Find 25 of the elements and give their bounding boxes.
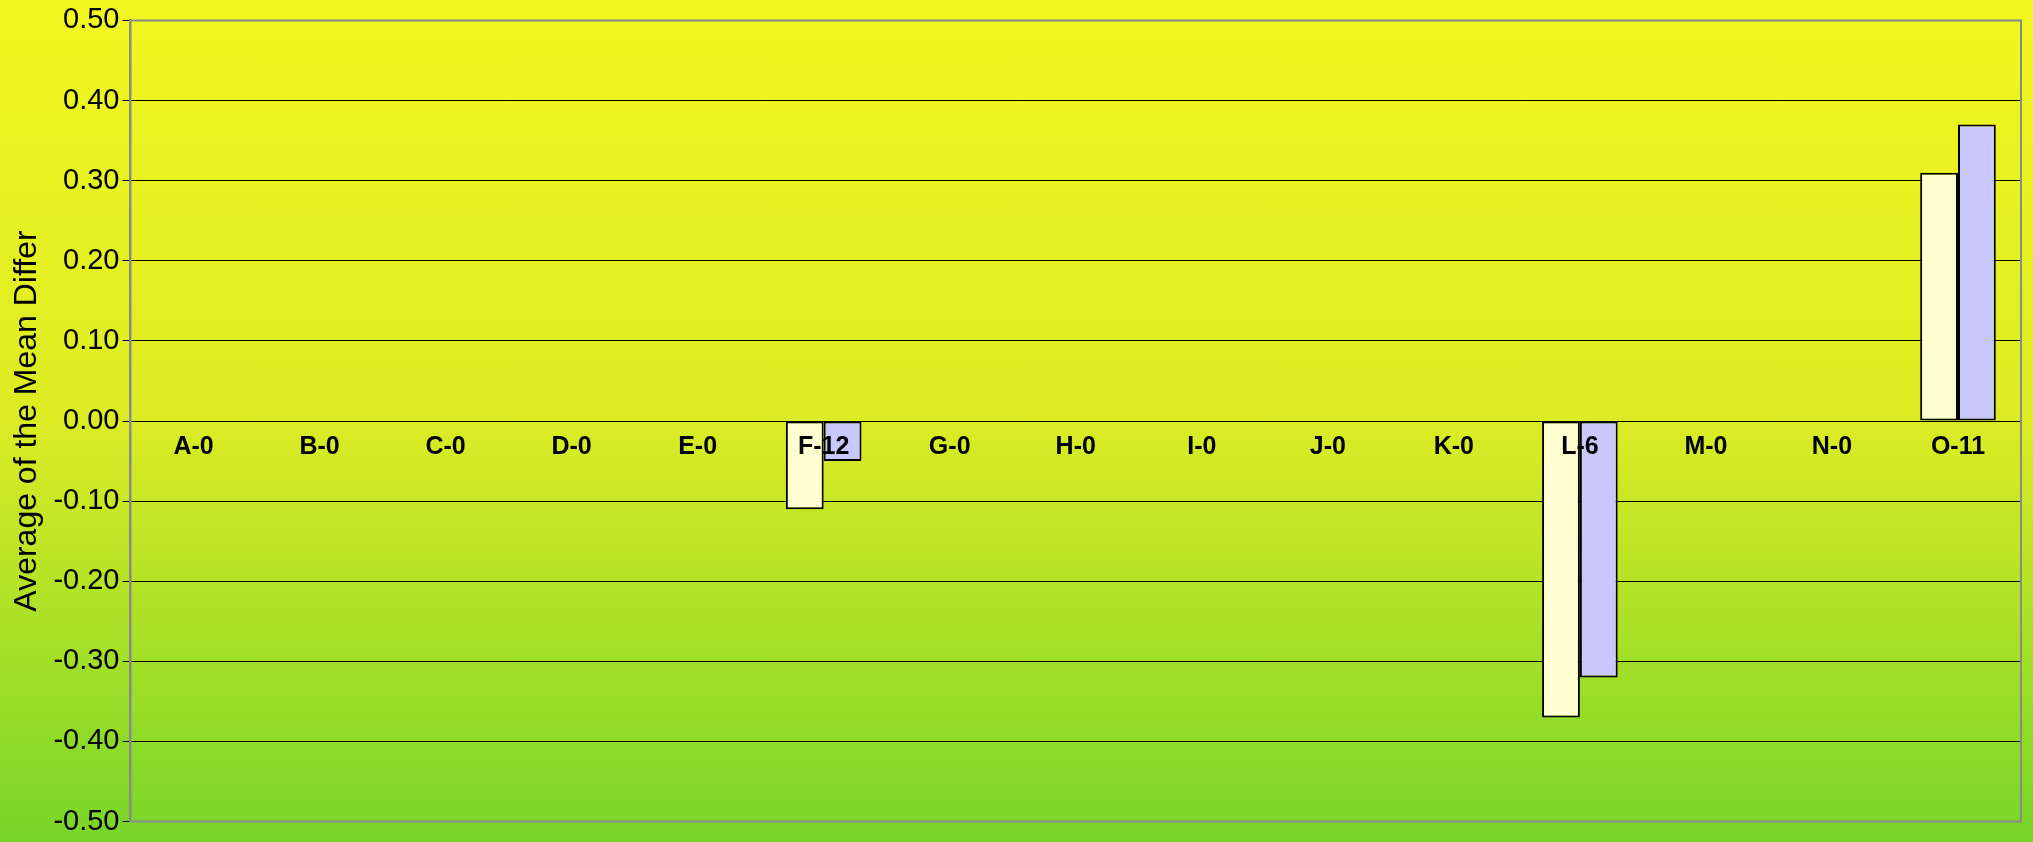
- y-tick-label: -0.30: [53, 643, 120, 676]
- y-tick-label: -0.10: [53, 483, 120, 516]
- x-tick-label: A-0: [173, 431, 214, 460]
- x-tick-label: G-0: [928, 431, 971, 460]
- y-tick-label: 0.20: [63, 242, 120, 275]
- x-tick-label: O-11: [1930, 431, 1986, 460]
- x-tick-label: K-0: [1433, 431, 1474, 460]
- y-axis-title: Average of the Mean Differ: [7, 230, 44, 612]
- y-tick-label: -0.50: [53, 803, 120, 836]
- y-tick-label: 0.40: [63, 82, 120, 115]
- x-tick-label: N-0: [1811, 431, 1853, 460]
- y-tick-label: 0.50: [63, 2, 120, 35]
- y-tick-label: 0.00: [63, 403, 120, 435]
- y-tick-label: 0.30: [63, 162, 120, 195]
- x-tick-label: B-0: [299, 431, 340, 460]
- x-tick-label: I-0: [1187, 431, 1217, 460]
- x-tick-label: C-0: [425, 431, 466, 460]
- x-tick-label: E-0: [678, 431, 718, 460]
- x-tick-label: D-0: [551, 431, 592, 460]
- y-tick-label: -0.40: [53, 723, 120, 756]
- x-tick-label: J-0: [1309, 431, 1346, 460]
- y-tick-label: -0.20: [53, 563, 120, 596]
- x-tick-label: H-0: [1055, 431, 1096, 460]
- y-tick-label: 0.10: [63, 322, 120, 355]
- x-tick-label: M-0: [1684, 431, 1728, 460]
